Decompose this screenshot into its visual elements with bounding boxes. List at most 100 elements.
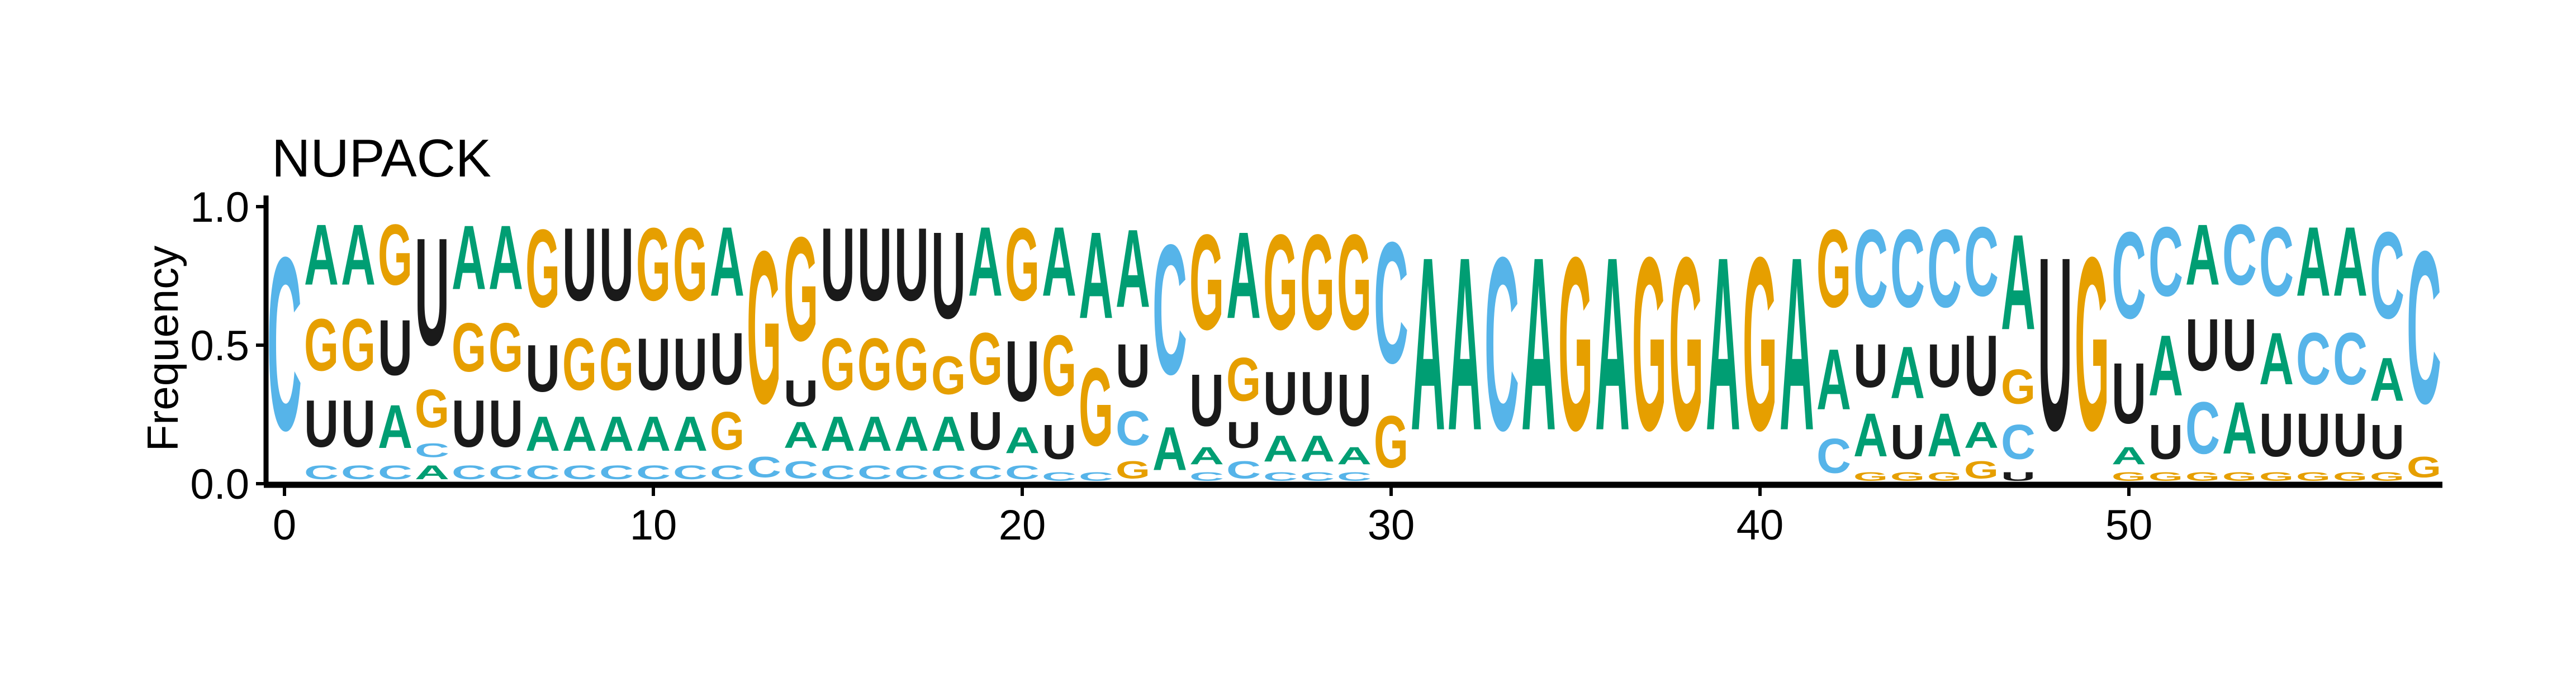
logo-letter-U-pos-4: U	[415, 207, 449, 378]
logo-letter-C-pos-10: C	[636, 461, 671, 483]
logo-letter-G-pos-37: G	[1632, 206, 1667, 482]
logo-letter-A-pos-36: A	[1595, 205, 1630, 482]
logo-letter-U-pos-27: U	[1263, 359, 1298, 428]
logo-letter-G-pos-51: G	[2148, 470, 2183, 484]
logo-letter-A-pos-46: A	[1964, 414, 1999, 456]
logo-letter-C-pos-9: C	[599, 461, 634, 483]
logo-letter-C-pos-12: C	[710, 461, 744, 483]
logo-letter-G-pos-18: G	[931, 345, 966, 405]
logo-letter-G-pos-6: G	[488, 309, 523, 386]
logo-letter-A-pos-25: A	[1189, 442, 1224, 470]
logo-letter-G-pos-3: G	[378, 207, 412, 304]
logo-letter-U-pos-55: U	[2296, 400, 2331, 469]
logo-letter-C-pos-27: C	[1263, 470, 1298, 484]
logo-letter-G-pos-2: G	[341, 304, 376, 386]
y-tick-label: 0.5	[190, 322, 249, 370]
logo-letter-C-pos-33: C	[1484, 205, 1519, 482]
logo-letter-A-pos-20: A	[1005, 420, 1040, 461]
logo-letter-G-pos-7: G	[525, 207, 560, 331]
logo-letter-A-pos-50: A	[2112, 442, 2146, 470]
logo-letter-C-pos-51: C	[2148, 206, 2183, 317]
logo-letter-G-pos-58: G	[2407, 451, 2441, 484]
logo-letter-G-pos-27: G	[1263, 207, 1298, 358]
logo-letter-G-pos-45: G	[1927, 470, 1962, 484]
x-tick-label: 0	[273, 502, 296, 549]
logo-letter-C-pos-13: C	[747, 451, 781, 484]
logo-letter-C-pos-55: C	[2296, 317, 2331, 400]
logo-letter-U-pos-2: U	[341, 387, 376, 461]
logo-letter-C-pos-45: C	[1927, 206, 1962, 331]
logo-letter-U-pos-19: U	[968, 401, 1003, 461]
logo-letter-C-pos-53: C	[2222, 207, 2257, 303]
logo-letter-U-pos-3: U	[378, 303, 412, 392]
logo-letter-G-pos-5: G	[452, 309, 486, 386]
logo-letter-U-pos-28: U	[1300, 359, 1335, 428]
logo-letter-A-pos-45: A	[1927, 400, 1962, 469]
logo-letter-C-pos-19: C	[968, 461, 1003, 483]
logo-letter-C-pos-4: C	[415, 440, 449, 461]
chart-title: NUPACK	[272, 128, 491, 188]
logo-letter-U-pos-47: U	[2001, 470, 2036, 484]
logo-letter-A-pos-28: A	[1300, 428, 1335, 470]
logo-letter-A-pos-11: A	[673, 407, 708, 461]
logo-letter-C-pos-54: C	[2259, 206, 2294, 317]
logo-letter-C-pos-50: C	[2112, 206, 2146, 345]
logo-letter-G-pos-17: G	[894, 323, 929, 406]
logo-letter-G-pos-46: G	[1964, 456, 1999, 483]
logo-letter-C-pos-8: C	[562, 461, 597, 483]
logo-letter-A-pos-4: A	[415, 461, 449, 483]
logo-letter-G-pos-28: G	[1300, 207, 1335, 358]
logo-letter-C-pos-43: C	[1853, 206, 1888, 331]
logo-letter-U-pos-25: U	[1189, 359, 1224, 441]
logo-letter-U-pos-12: U	[710, 317, 744, 400]
logo-letter-U-pos-16: U	[857, 206, 892, 322]
logo-letter-U-pos-15: U	[820, 206, 855, 322]
logo-letter-G-pos-15: G	[820, 323, 855, 406]
logo-letter-A-pos-17: A	[894, 407, 929, 461]
logo-letter-A-pos-31: A	[1411, 205, 1445, 482]
logo-letter-C-pos-58: C	[2407, 206, 2441, 449]
logo-letter-A-pos-2: A	[341, 207, 376, 303]
y-tick-label: 0.0	[190, 461, 249, 508]
logo-letter-C-pos-28: C	[1300, 470, 1335, 484]
logo-letter-G-pos-53: G	[2222, 470, 2257, 484]
logo-letter-A-pos-18: A	[931, 407, 966, 461]
logo-letter-C-pos-30: C	[1374, 207, 1408, 400]
logo-letter-U-pos-6: U	[488, 387, 523, 461]
x-tick-label: 30	[1368, 502, 1415, 549]
logo-letter-G-pos-52: G	[2185, 470, 2220, 484]
logo-letter-U-pos-7: U	[525, 332, 560, 406]
logo-letter-A-pos-39: A	[1706, 205, 1740, 482]
logo-letter-A-pos-22: A	[1079, 206, 1113, 345]
logo-letter-C-pos-24: C	[1152, 206, 1187, 413]
logo-letter-C-pos-18: C	[931, 461, 966, 483]
logo-letter-A-pos-42: A	[1816, 331, 1851, 428]
x-tick-label: 40	[1737, 502, 1784, 549]
logo-letter-G-pos-35: G	[1558, 206, 1593, 482]
logo-letter-A-pos-24: A	[1152, 414, 1187, 483]
logo-letter-G-pos-4: G	[415, 378, 449, 439]
logo-letter-G-pos-38: G	[1669, 206, 1704, 482]
y-axis-label: Frequency	[138, 246, 187, 452]
logo-letter-A-pos-47: A	[2001, 206, 2036, 358]
logo-letter-U-pos-5: U	[452, 387, 486, 461]
logo-letter-U-pos-10: U	[636, 323, 671, 405]
logo-letter-A-pos-51: A	[2148, 317, 2183, 414]
logo-letter-U-pos-48: U	[2038, 205, 2072, 482]
logo-letter-G-pos-55: G	[2296, 470, 2331, 484]
logo-letter-U-pos-23: U	[1116, 331, 1150, 400]
logo-letter-G-pos-21: G	[1042, 317, 1076, 414]
logo-letter-G-pos-11: G	[673, 207, 708, 323]
logo-letters-layer: C CUGACUGACAUGACGUCUGACUGACAUGCAGUCAGUCAU…	[267, 205, 2441, 484]
logo-letter-C-pos-52: C	[2185, 386, 2220, 469]
logo-letter-C-pos-26: C	[1226, 456, 1261, 484]
logo-letter-A-pos-12: A	[710, 206, 744, 317]
logo-letter-C-pos-15: C	[820, 461, 855, 483]
logo-letter-C-pos-17: C	[894, 461, 929, 483]
logo-letter-U-pos-17: U	[894, 206, 929, 322]
logo-letter-G-pos-43: G	[1853, 470, 1888, 484]
logo-letter-G-pos-12: G	[710, 400, 744, 461]
logo-letter-U-pos-14: U	[784, 373, 818, 414]
logo-letter-C-pos-1: C	[304, 461, 339, 483]
logo-letter-G-pos-8: G	[562, 323, 597, 406]
